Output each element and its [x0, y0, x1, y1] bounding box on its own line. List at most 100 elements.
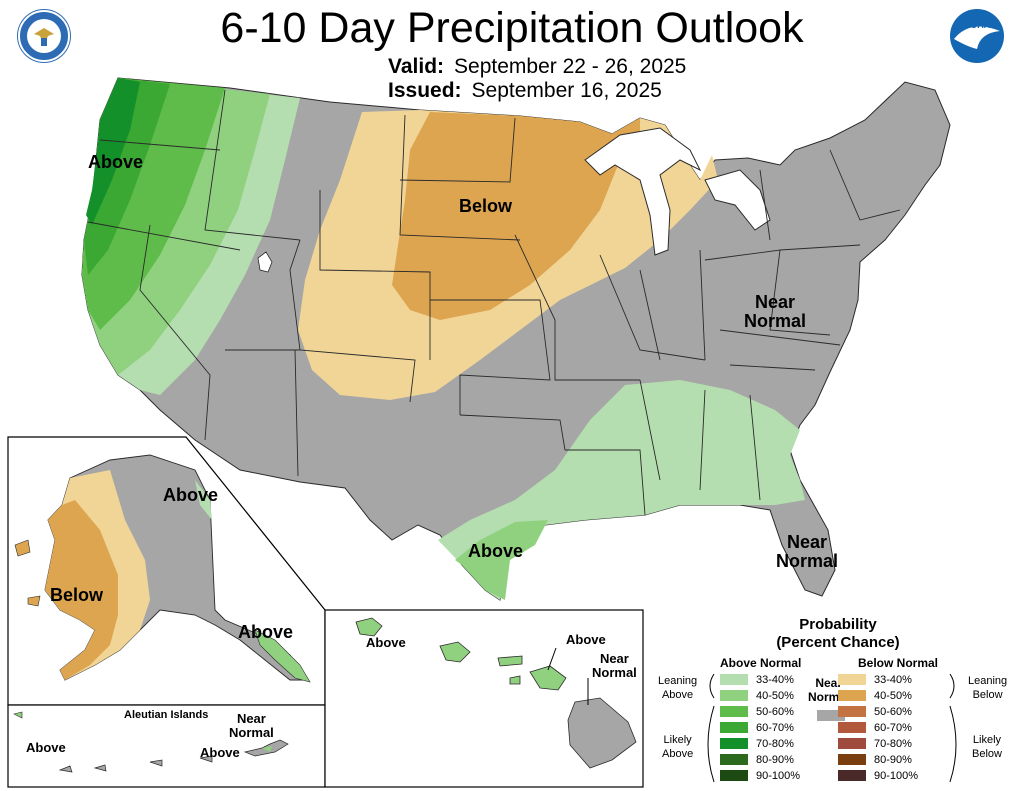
- issued-line: Issued: September 16, 2025: [388, 79, 662, 103]
- noaa-logo: NOAA: [950, 9, 1004, 63]
- legend-brackets: [707, 673, 957, 783]
- aleutian-above-west-label: Above: [26, 740, 66, 755]
- commerce-eagle-icon: [27, 19, 61, 53]
- legend-below-row: 33-40%: [838, 673, 912, 686]
- great-lakes: [584, 127, 771, 256]
- aleutian-above-east-label: Above: [200, 745, 240, 760]
- aleutian-near-normal-label: Near Normal: [229, 711, 274, 740]
- valid-dates: September 22 - 26, 2025: [454, 55, 687, 78]
- legend-above-row: 40-50%: [720, 689, 794, 702]
- legend-above-swatch: [720, 770, 748, 781]
- legend-above-label: 70-80%: [756, 737, 794, 750]
- legend-above-row: 70-80%: [720, 737, 794, 750]
- above-33-40-region-southeast: [438, 380, 805, 600]
- alaska-above-southeast-label: Above: [238, 622, 294, 642]
- legend-above-swatch: [720, 706, 748, 717]
- legend-above-row: 50-60%: [720, 705, 794, 718]
- legend-above-swatch: [720, 754, 748, 765]
- great-salt-lake: [257, 251, 273, 273]
- hawaii-near-normal-label: Near Normal: [592, 651, 637, 680]
- legend-below-label: 60-70%: [874, 721, 912, 734]
- hawaii-above-maui-label: Above: [566, 632, 606, 647]
- legend-leaning-above: Leaning Above: [658, 675, 698, 701]
- legend-above-label: 90-100%: [756, 769, 801, 782]
- legend-above-swatch: [720, 674, 748, 685]
- legend-below-label: 40-50%: [874, 689, 912, 702]
- valid-line: Valid: September 22 - 26, 2025: [388, 55, 686, 79]
- legend-below-swatch: [838, 690, 866, 701]
- legend-below-label: 50-60%: [874, 705, 912, 718]
- aleutian-islands-shape: [58, 739, 289, 773]
- legend-below-swatch: [838, 722, 866, 733]
- hawaii-leader-lines: [547, 647, 589, 705]
- noaa-bird-icon: NOAA: [954, 20, 1000, 49]
- legend-above-swatch: [720, 690, 748, 701]
- page-title: 6-10 Day Precipitation Outlook: [220, 4, 804, 52]
- legend-above-label: 40-50%: [756, 689, 794, 702]
- legend-likely-above: Likely Above: [662, 734, 694, 760]
- legend-near-swatch: [817, 710, 845, 721]
- aleutian-above-east: [262, 746, 272, 752]
- alaska-below-label: Below: [50, 585, 104, 605]
- legend-leaning-below: Leaning Below: [968, 675, 1008, 701]
- legend-below-row: 50-60%: [838, 705, 912, 718]
- legend-below-swatch: [838, 754, 866, 765]
- legend-above-header: Above Normal: [720, 656, 802, 670]
- conus-near-normal-label: Near Normal: [744, 292, 807, 331]
- above-70-80-region-west: [86, 78, 140, 225]
- legend-above-row: 80-90%: [720, 753, 794, 766]
- legend-above-swatch: [720, 738, 748, 749]
- legend-below-swatch: [838, 674, 866, 685]
- hawaii-molokai: [497, 655, 523, 667]
- issued-label: Issued:: [388, 79, 462, 102]
- conus-above-label: Above: [88, 152, 144, 172]
- state-borders: [87, 89, 901, 516]
- legend-below-row: 80-90%: [838, 753, 912, 766]
- texas-above-label: Above: [468, 541, 524, 561]
- legend-below-swatch: [838, 706, 866, 717]
- above-40-50-region-texas: [455, 520, 548, 600]
- legend-below-row: 70-80%: [838, 737, 912, 750]
- aleutian-title: Aleutian Islands: [124, 709, 209, 721]
- hawaii-maui: [529, 665, 567, 691]
- legend-likely-below: Likely Below: [972, 734, 1002, 760]
- legend-below-label: 70-80%: [874, 737, 912, 750]
- legend-above-label: 50-60%: [756, 705, 794, 718]
- hawaii-kauai: [355, 617, 383, 637]
- legend-below-row: 40-50%: [838, 689, 912, 702]
- legend-above-row: 33-40%: [720, 673, 794, 686]
- legend-above-row: 60-70%: [720, 721, 794, 734]
- legend-above-label: 60-70%: [756, 721, 794, 734]
- hawaii-big-island: [567, 697, 637, 769]
- legend-below-label: 90-100%: [874, 769, 919, 782]
- legend-below-row: 90-100%: [838, 769, 918, 782]
- legend-above-row: 90-100%: [720, 769, 800, 782]
- legend-below-swatch: [838, 738, 866, 749]
- commerce-seal-logo: [18, 10, 70, 62]
- issued-date: September 16, 2025: [471, 79, 662, 102]
- hawaii-lanai: [509, 675, 521, 685]
- legend-above-swatch: [720, 722, 748, 733]
- aleutian-above-west: [13, 711, 23, 719]
- alaska-island-west: [14, 539, 41, 607]
- below-40-50-region: [392, 112, 640, 320]
- hawaii-oahu: [439, 641, 471, 663]
- alaska-panhandle-above: [254, 629, 311, 683]
- legend-below-label: 80-90%: [874, 753, 912, 766]
- valid-label: Valid:: [388, 55, 445, 78]
- legend-below-swatch: [838, 770, 866, 781]
- legend-above-label: 80-90%: [756, 753, 794, 766]
- conus-below-label: Below: [459, 196, 513, 216]
- legend-below-label: 33-40%: [874, 673, 912, 686]
- noaa-logo-text: NOAA: [964, 20, 991, 30]
- alaska-above-north-label: Above: [163, 485, 219, 505]
- legend-above-label: 33-40%: [756, 673, 794, 686]
- legend-title: Probability (Percent Chance): [776, 616, 900, 651]
- hawaii-above-west-label: Above: [366, 635, 406, 650]
- legend-below-row: 60-70%: [838, 721, 912, 734]
- legend-below-header: Below Normal: [858, 656, 939, 670]
- alaska-below-40-50: [45, 500, 118, 680]
- florida-near-normal-label: Near Normal: [776, 532, 839, 571]
